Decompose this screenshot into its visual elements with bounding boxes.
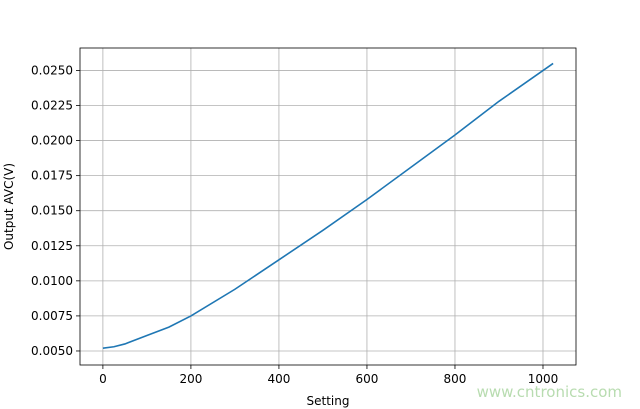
y-tick-label: 0.0250 — [31, 63, 73, 77]
y-tick-label: 0.0050 — [31, 344, 73, 358]
x-tick-label: 800 — [444, 372, 467, 386]
y-tick-label: 0.0175 — [31, 169, 73, 183]
x-tick-label: 600 — [355, 372, 378, 386]
y-axis-label: Output AVC(V) — [2, 163, 16, 250]
x-tick-label: 200 — [179, 372, 202, 386]
watermark: www.cntronics.com — [476, 383, 622, 401]
x-axis-label: Setting — [307, 394, 350, 408]
y-tick-label: 0.0075 — [31, 309, 73, 323]
x-tick-label: 0 — [99, 372, 107, 386]
y-tick-label: 0.0125 — [31, 239, 73, 253]
y-tick-label: 0.0200 — [31, 134, 73, 148]
x-tick-label: 1000 — [528, 372, 559, 386]
y-tick-label: 0.0100 — [31, 274, 73, 288]
data-line — [102, 62, 554, 349]
plot-frame — [79, 47, 577, 366]
x-tick-label: 400 — [267, 372, 290, 386]
y-tick-label: 0.0225 — [31, 99, 73, 113]
y-tick-label: 0.0150 — [31, 204, 73, 218]
